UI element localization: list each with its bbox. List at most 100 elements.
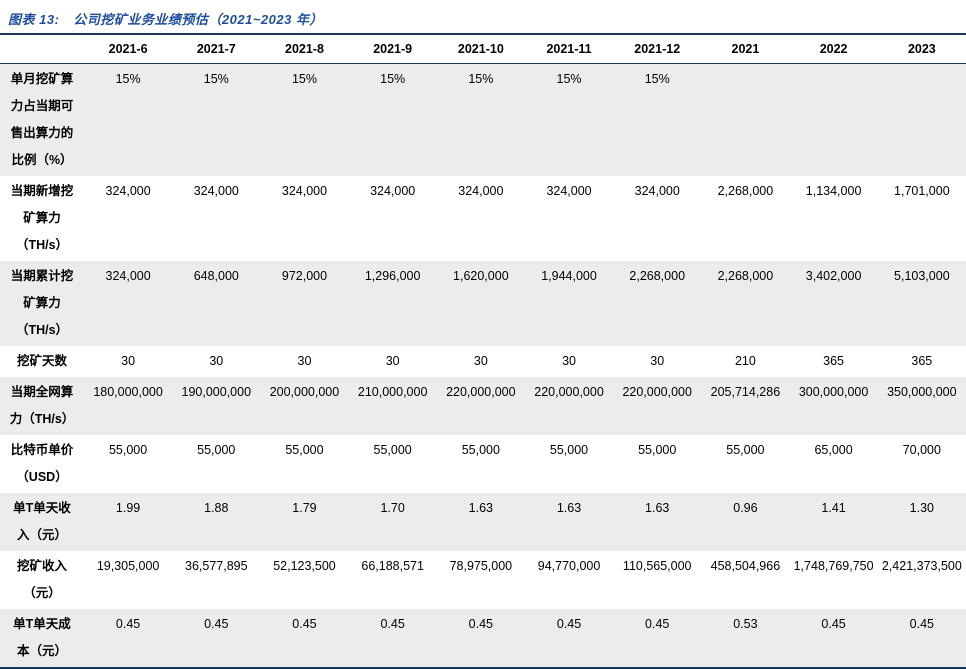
table-cell: 65,000: [814, 443, 853, 457]
table-cell: 94,770,000: [537, 559, 601, 573]
table-cell: 0.96: [733, 501, 758, 515]
table-cell: 324,000: [370, 184, 416, 198]
column-header-2021-11: 2021-11: [524, 37, 614, 64]
table-cell: 1.88: [204, 501, 229, 515]
row-label: 单T单天成 本（元）: [0, 609, 84, 669]
table-row: 单T单天成 本（元） 0.45 0.45 0.45 0.45 0.45 0.45 0.45 0.5…: [0, 609, 966, 669]
mining-forecast-table: 2021-6 2021-7 2021-8 2021-9 2021-10 2021-11 20…: [0, 37, 966, 669]
table-cell: 2,421,373,500: [881, 559, 962, 573]
table-cell: 2,268,000: [717, 184, 774, 198]
table-row: 比特币单价 （USD） 55,000 55,000 55,000 55,000 55,000…: [0, 435, 966, 493]
table-cell: 15%: [556, 72, 582, 86]
table-cell: 324,000: [105, 269, 151, 283]
table-cell: 0.45: [260, 609, 349, 669]
table-cell: 110,565,000: [622, 559, 692, 573]
table-cell: 324,000: [281, 184, 328, 198]
row-label-line: 入（元）: [16, 528, 67, 542]
figure-title: 公司挖矿业务业绩预估（2021~2023 年）: [73, 12, 323, 27]
table-cell: 365: [823, 354, 845, 368]
table-cell: 0.53: [701, 609, 790, 669]
row-label-line: 力占当期可: [10, 99, 74, 113]
table-cell: 78,975,000: [449, 559, 513, 573]
table-cell: [701, 64, 789, 177]
row-label-line: （TH/s）: [15, 238, 69, 252]
table-cell: 2,268,000: [629, 269, 686, 283]
table-cell: [790, 64, 878, 177]
table-cell: 1.70: [380, 501, 405, 515]
column-header-2021-6: 2021-6: [84, 37, 173, 64]
row-label-line: 矿算力: [23, 211, 61, 225]
row-label-line: 当期全网算: [10, 385, 74, 399]
table-cell: 15%: [468, 72, 494, 86]
row-label: 当期累计挖 矿算力 （TH/s）: [0, 261, 84, 346]
row-label-line: （TH/s）: [15, 323, 69, 337]
table-cell: 0.45: [789, 609, 878, 669]
label-column-header: [0, 37, 84, 64]
table-cell: 1,296,000: [364, 269, 421, 283]
table-cell: 15%: [115, 72, 141, 86]
table-cell: 55,000: [726, 443, 765, 457]
table-cell: 30: [650, 354, 665, 368]
table-cell: 36,577,895: [185, 559, 248, 573]
table-cell: 324,000: [458, 184, 504, 198]
table-cell: 30: [121, 354, 136, 368]
figure-header: 图表 13: 公司挖矿业务业绩预估（2021~2023 年）: [0, 0, 966, 33]
table-cell: 1.63: [556, 501, 582, 515]
row-label-line: 力（TH/s）: [9, 412, 75, 426]
title-divider: [0, 33, 966, 35]
table-cell: 220,000,000: [622, 385, 692, 399]
table-row: 当期全网算 力（TH/s） 180,000,000 190,000,000 200,00…: [0, 377, 966, 435]
table-cell: 30: [562, 354, 576, 368]
table-cell: 66,188,571: [361, 559, 424, 573]
row-label-line: 本（元）: [16, 644, 67, 658]
table-cell: 220,000,000: [534, 385, 604, 399]
table-cell: 210: [734, 354, 756, 368]
table-cell: 324,000: [546, 184, 592, 198]
table-cell: 220,000,000: [446, 385, 516, 399]
table-cell: 324,000: [193, 184, 239, 198]
table-cell: [878, 64, 966, 177]
table-cell: 0.45: [348, 609, 437, 669]
table-cell: 1.63: [468, 501, 494, 515]
table-cell: 5,103,000: [894, 269, 950, 283]
row-label-line: 比例（%）: [11, 153, 73, 167]
row-label: 单月挖矿算力占当期可售出算力的比例（%）: [0, 64, 84, 177]
table-cell: 55,000: [638, 443, 677, 457]
column-header-2021-9: 2021-9: [348, 37, 437, 64]
table-row: 当期累计挖 矿算力 （TH/s） 324,000 648,000 972,000 1,296…: [0, 261, 966, 346]
row-label: 单T单天收入（元）: [0, 493, 84, 551]
column-header-2021: 2021: [701, 37, 790, 64]
table-cell: 52,123,500: [273, 559, 336, 573]
column-header-2022: 2022: [789, 37, 878, 64]
table-cell: 210,000,000: [357, 385, 428, 399]
table-row: 挖矿收入 （元） 19,305,000 36,577,895 52,123,500 66,…: [0, 551, 966, 609]
table-cell: 30: [385, 354, 400, 368]
table-cell: 205,714,286: [710, 385, 781, 399]
row-label-line: 单月挖矿算: [10, 72, 74, 86]
table-cell: 1,748,769,750: [793, 559, 874, 573]
table-cell: 200,000,000: [269, 385, 340, 399]
table-cell: 30: [473, 354, 488, 368]
row-label-line: 售出算力的: [10, 126, 74, 140]
row-label-line: 单T单天收: [13, 501, 71, 515]
table-cell: 0.45: [436, 609, 525, 669]
table-cell: 324,000: [105, 184, 151, 198]
column-header-2021-8: 2021-8: [260, 37, 349, 64]
table-row: 单T单天收入（元） 1.99 1.88 1.79 1.70 1.63 1.63 1.63 0.9…: [0, 493, 966, 551]
table-cell: 648,000: [193, 269, 239, 283]
table-cell: 1.79: [292, 501, 317, 515]
table-cell: 55,000: [285, 443, 324, 457]
table-cell: 1.63: [645, 501, 670, 515]
row-label: 当期全网算力（TH/s）: [0, 377, 84, 435]
table-cell: 70,000: [902, 443, 941, 457]
column-header-2021-12: 2021-12: [613, 37, 702, 64]
table-cell: 30: [209, 354, 224, 368]
table-cell: 972,000: [281, 269, 328, 283]
table-cell: 1,944,000: [541, 269, 597, 283]
table-cell: 3,402,000: [805, 269, 862, 283]
table-header-row: 2021-6 2021-7 2021-8 2021-9 2021-10 2021-11 20…: [0, 37, 966, 64]
table-cell: 1.99: [115, 501, 141, 515]
table-cell: 55,000: [108, 443, 148, 457]
column-header-2023: 2023: [877, 37, 966, 64]
column-header-2021-7: 2021-7: [172, 37, 261, 64]
